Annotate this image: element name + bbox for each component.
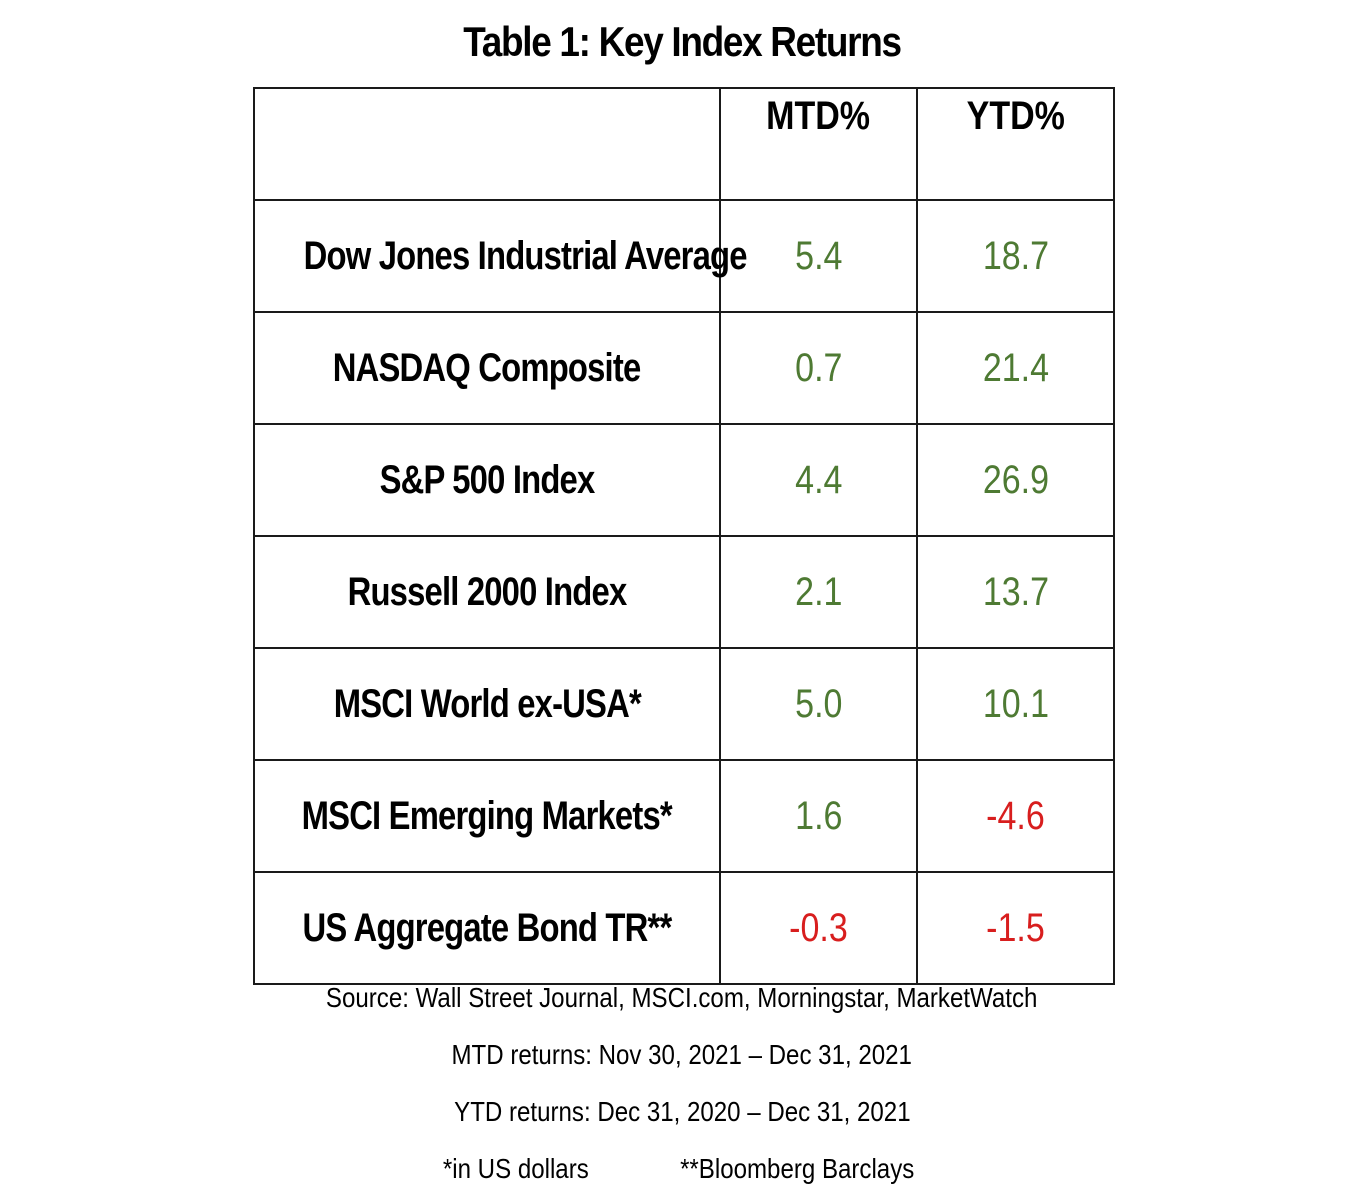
ytd-value: 18.7 bbox=[982, 233, 1049, 278]
mtd-value-cell: 5.0 bbox=[719, 647, 918, 761]
index-name: Russell 2000 Index bbox=[347, 569, 628, 614]
mtd-value: -0.3 bbox=[789, 905, 848, 950]
header-label-mtd: MTD% bbox=[766, 93, 871, 138]
mtd-period-note: MTD returns: Nov 30, 2021 – Dec 31, 2021 bbox=[0, 1032, 1364, 1089]
table-row: S&P 500 Index 4.4 26.9 bbox=[253, 423, 1115, 537]
index-name: NASDAQ Composite bbox=[333, 345, 641, 390]
mtd-value: 1.6 bbox=[794, 793, 843, 838]
index-name-cell: NASDAQ Composite bbox=[253, 311, 721, 425]
table-row: Dow Jones Industrial Average 5.4 18.7 bbox=[253, 199, 1115, 313]
table-row: NASDAQ Composite 0.7 21.4 bbox=[253, 311, 1115, 425]
mtd-period-text: MTD returns: Nov 30, 2021 – Dec 31, 2021 bbox=[451, 1039, 913, 1070]
index-name-cell: US Aggregate Bond TR** bbox=[253, 871, 721, 985]
mtd-value-cell: 4.4 bbox=[719, 423, 918, 537]
mtd-value: 5.0 bbox=[794, 681, 843, 726]
index-name-cell: S&P 500 Index bbox=[253, 423, 721, 537]
mtd-value-cell: 2.1 bbox=[719, 535, 918, 649]
source-note: Source: Wall Street Journal, MSCI.com, M… bbox=[0, 975, 1364, 1032]
mtd-value-cell: 5.4 bbox=[719, 199, 918, 313]
index-name: US Aggregate Bond TR** bbox=[302, 905, 673, 950]
mtd-value: 4.4 bbox=[794, 457, 843, 502]
mtd-value-cell: 1.6 bbox=[719, 759, 918, 873]
header-label-ytd: YTD% bbox=[966, 93, 1065, 138]
ytd-value: 21.4 bbox=[982, 345, 1049, 390]
ytd-value-cell: 26.9 bbox=[916, 423, 1115, 537]
mtd-value-cell: -0.3 bbox=[719, 871, 918, 985]
ytd-value-cell: -1.5 bbox=[916, 871, 1115, 985]
header-row: MTD% YTD% bbox=[253, 87, 1115, 201]
ytd-value-cell: 18.7 bbox=[916, 199, 1115, 313]
ytd-value-cell: 13.7 bbox=[916, 535, 1115, 649]
header-cell-index bbox=[253, 87, 721, 201]
source-text: Source: Wall Street Journal, MSCI.com, M… bbox=[326, 982, 1038, 1013]
table-body: Dow Jones Industrial Average 5.4 18.7 NASDA… bbox=[253, 199, 1115, 985]
mtd-value: 0.7 bbox=[794, 345, 843, 390]
header-cell-mtd: MTD% bbox=[719, 87, 918, 201]
index-name: S&P 500 Index bbox=[379, 457, 596, 502]
ytd-value: 13.7 bbox=[982, 569, 1049, 614]
index-name-cell: MSCI World ex-USA* bbox=[253, 647, 721, 761]
ytd-value: 10.1 bbox=[982, 681, 1049, 726]
index-name: MSCI Emerging Markets* bbox=[301, 793, 673, 838]
header-cell-ytd: YTD% bbox=[916, 87, 1115, 201]
index-name-cell: Russell 2000 Index bbox=[253, 535, 721, 649]
ytd-value: -4.6 bbox=[986, 793, 1045, 838]
ytd-period-note: YTD returns: Dec 31, 2020 – Dec 31, 2021 bbox=[0, 1089, 1364, 1146]
ytd-value: 26.9 bbox=[982, 457, 1049, 502]
mtd-value: 5.4 bbox=[794, 233, 843, 278]
table-row: Russell 2000 Index 2.1 13.7 bbox=[253, 535, 1115, 649]
footnote-bloomberg: **Bloomberg Barclays bbox=[679, 1153, 914, 1184]
ytd-value-cell: -4.6 bbox=[916, 759, 1115, 873]
table-row: US Aggregate Bond TR** -0.3 -1.5 bbox=[253, 871, 1115, 985]
ytd-value-cell: 10.1 bbox=[916, 647, 1115, 761]
index-name-cell: Dow Jones Industrial Average bbox=[253, 199, 748, 313]
mtd-value-cell: 0.7 bbox=[719, 311, 918, 425]
table-row: MSCI Emerging Markets* 1.6 -4.6 bbox=[253, 759, 1115, 873]
footnote-us-dollars: *in US dollars bbox=[442, 1153, 589, 1184]
table-notes: Source: Wall Street Journal, MSCI.com, M… bbox=[0, 975, 1364, 1192]
index-name: MSCI World ex-USA* bbox=[333, 681, 641, 726]
mtd-value: 2.1 bbox=[794, 569, 843, 614]
ytd-value-cell: 21.4 bbox=[916, 311, 1115, 425]
returns-table: MTD% YTD% Dow Jones Industrial Average 5.… bbox=[253, 87, 1115, 985]
table-title: Table 1: Key Index Returns bbox=[463, 18, 902, 65]
index-name-cell: MSCI Emerging Markets* bbox=[253, 759, 721, 873]
ytd-period-text: YTD returns: Dec 31, 2020 – Dec 31, 2021 bbox=[453, 1096, 911, 1127]
ytd-value: -1.5 bbox=[986, 905, 1045, 950]
footnotes: *in US dollars **Bloomberg Barclays bbox=[0, 1146, 1364, 1192]
table-row: MSCI World ex-USA* 5.0 10.1 bbox=[253, 647, 1115, 761]
index-name: Dow Jones Industrial Average bbox=[303, 233, 748, 278]
